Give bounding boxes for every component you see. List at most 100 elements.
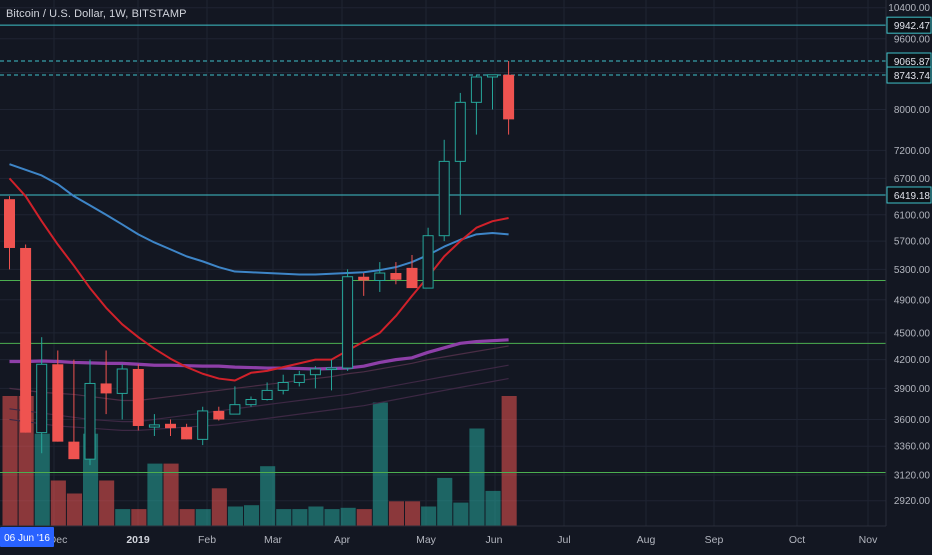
candle-body xyxy=(197,410,209,440)
candles xyxy=(4,60,515,466)
volume-bar xyxy=(2,396,18,526)
time-tick-label: Jul xyxy=(557,534,570,546)
cursor-date-label: 06 Jun '16 xyxy=(4,533,50,544)
volume-bar xyxy=(131,509,147,526)
candle-body xyxy=(454,101,466,162)
volume-bar xyxy=(244,505,260,526)
time-tick-label: Apr xyxy=(334,534,351,546)
candle-body xyxy=(213,410,225,420)
price-label-box xyxy=(886,16,932,34)
price-label-box xyxy=(886,66,932,84)
volume-bar xyxy=(260,466,276,526)
price-tick-label: 3360.00 xyxy=(894,442,931,453)
volume-bar xyxy=(195,509,211,526)
volume-bar xyxy=(340,507,356,526)
volume-bar xyxy=(147,463,163,526)
candle-body xyxy=(36,363,48,434)
volume-bar xyxy=(324,509,340,526)
ma-blue-line xyxy=(9,163,509,276)
time-tick-label: 2019 xyxy=(126,534,150,546)
volume-bar xyxy=(405,501,421,526)
candle-body xyxy=(100,383,112,394)
price-axis: 10400.009600.008800.008000.007200.006700… xyxy=(885,0,932,550)
price-label-box xyxy=(886,186,932,204)
candle-body xyxy=(277,381,289,391)
candle-body xyxy=(422,235,434,289)
price-tick-label: 3120.00 xyxy=(894,471,931,482)
candle-body xyxy=(390,273,402,280)
candle-body xyxy=(181,427,193,440)
price-label: 6419.18 xyxy=(894,191,931,202)
time-tick-label: Feb xyxy=(198,534,216,546)
volume-bar xyxy=(292,509,308,526)
volume-bar xyxy=(163,463,179,526)
candle-body xyxy=(438,160,450,237)
candle-body xyxy=(84,382,96,460)
candle-body xyxy=(487,74,498,78)
faint-ma-line xyxy=(9,364,509,423)
volume-bar xyxy=(50,480,66,526)
volume-bar xyxy=(34,433,50,526)
time-tick-label: May xyxy=(416,534,437,546)
volume-bar xyxy=(66,493,82,526)
volume-bar xyxy=(372,402,388,526)
horizontal-levels xyxy=(0,24,886,474)
price-tick-label: 5700.00 xyxy=(894,237,931,248)
candle-body xyxy=(261,389,273,400)
volume-bar xyxy=(115,509,131,526)
time-tick-label: Sep xyxy=(705,534,724,546)
price-label: 9942.47 xyxy=(894,21,931,32)
price-tick-label: 9600.00 xyxy=(894,34,931,45)
moving-averages xyxy=(8,163,509,382)
volume-bar xyxy=(227,506,243,526)
volume-bar xyxy=(356,509,372,526)
volume-bars xyxy=(2,396,517,526)
volume-bar xyxy=(469,428,485,526)
candle-body xyxy=(293,374,305,383)
volume-bar xyxy=(308,506,324,526)
candle-body xyxy=(148,424,160,428)
candle-body xyxy=(245,398,257,406)
volume-bar xyxy=(388,501,404,526)
candle-body xyxy=(116,368,128,394)
volume-bar xyxy=(437,477,453,526)
candle-body xyxy=(470,76,482,103)
candle-body xyxy=(52,364,64,442)
ma-purple-line xyxy=(9,338,509,371)
chart-title: Bitcoin / U.S. Dollar, 1W, BITSTAMP xyxy=(6,8,187,20)
volume-bar xyxy=(501,396,517,526)
grid-lines xyxy=(0,0,886,526)
price-tick-label: 7200.00 xyxy=(894,146,931,157)
time-tick-label: Nov xyxy=(859,534,878,546)
volume-bar xyxy=(421,506,437,526)
price-label: 9065.87 xyxy=(894,57,931,68)
volume-bar xyxy=(211,488,227,526)
candle-body xyxy=(4,199,15,248)
volume-bar xyxy=(453,502,469,526)
price-tick-label: 2920.00 xyxy=(894,496,931,507)
candle-body xyxy=(342,276,354,369)
price-label: 8743.74 xyxy=(894,71,931,82)
faint-ma-line xyxy=(9,377,509,431)
candle-body xyxy=(165,423,176,429)
price-axis-bg xyxy=(886,0,932,550)
price-tick-label: 4900.00 xyxy=(894,295,931,306)
candle-body xyxy=(68,441,80,460)
candle-body xyxy=(229,404,241,415)
candle-body xyxy=(20,247,32,433)
time-tick-label: Mar xyxy=(264,534,283,546)
candle-body xyxy=(132,368,144,426)
time-tick-label: Jun xyxy=(486,534,503,546)
candle-body xyxy=(326,367,337,371)
price-tick-label: 5300.00 xyxy=(894,265,931,276)
candle-body xyxy=(406,267,418,289)
candle-body xyxy=(358,276,370,281)
price-tick-label: 3900.00 xyxy=(894,384,931,395)
volume-bar xyxy=(485,490,501,526)
price-tick-label: 4200.00 xyxy=(894,355,931,366)
candle-body xyxy=(503,74,515,120)
price-tick-label: 3600.00 xyxy=(894,415,931,426)
price-tick-label: 6100.00 xyxy=(894,210,931,221)
